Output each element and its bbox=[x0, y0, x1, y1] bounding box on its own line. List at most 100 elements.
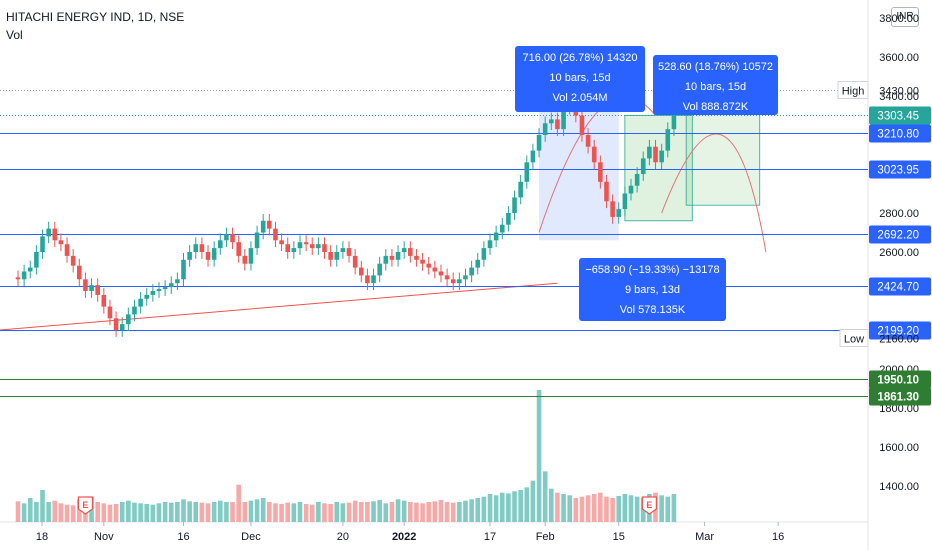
candle-body bbox=[150, 291, 156, 295]
candle-body bbox=[279, 240, 284, 245]
level-badge bbox=[869, 321, 931, 340]
volume-bar bbox=[542, 471, 548, 522]
volume-bar bbox=[561, 494, 566, 522]
candle-body bbox=[493, 232, 499, 241]
volume-bar bbox=[512, 491, 517, 522]
candle-body bbox=[236, 242, 241, 256]
candle-body bbox=[542, 123, 548, 135]
candle-body bbox=[113, 318, 119, 330]
candle-body bbox=[346, 248, 352, 256]
level-badge bbox=[869, 160, 931, 179]
volume-bar bbox=[604, 496, 609, 522]
low-tag bbox=[839, 329, 869, 347]
candle-body bbox=[438, 271, 444, 276]
volume-bar bbox=[346, 502, 352, 522]
high-tag bbox=[837, 81, 869, 99]
candle-body bbox=[371, 275, 376, 284]
candle-body bbox=[107, 306, 113, 319]
level-value: 3210.80 bbox=[877, 129, 919, 141]
candle-body bbox=[444, 275, 450, 280]
low-label: Low bbox=[844, 334, 864, 346]
candle-body bbox=[610, 201, 615, 217]
time-tick-label: 16 bbox=[177, 531, 189, 543]
measurement-line: −658.90 (−19.33%) −13178 bbox=[585, 264, 719, 276]
low-value: 2160.00 bbox=[879, 334, 919, 346]
candle-body bbox=[248, 248, 254, 264]
candle-body bbox=[659, 150, 664, 163]
last-price-value: 3303.45 bbox=[877, 111, 919, 123]
volume-bar bbox=[64, 504, 70, 522]
volume-bar bbox=[401, 500, 407, 522]
earnings-letter: E bbox=[646, 500, 652, 510]
time-axis[interactable]: 18 Nov 16 Dec 20 2022 17 Feb 15 Mar 16 E E bbox=[36, 496, 784, 543]
candle-body bbox=[89, 285, 94, 291]
high-label: High bbox=[842, 86, 865, 98]
level-value: 3023.95 bbox=[877, 165, 919, 177]
volume-bar bbox=[549, 488, 554, 522]
volume-bar bbox=[408, 502, 413, 522]
candle-body bbox=[352, 255, 358, 268]
earnings-badge bbox=[641, 496, 657, 515]
volume-bar bbox=[622, 494, 628, 522]
volume-bar bbox=[316, 502, 321, 522]
volume-bar bbox=[70, 505, 76, 522]
candle-body bbox=[579, 115, 585, 135]
candle-body bbox=[34, 252, 39, 268]
volume-bar bbox=[168, 502, 174, 522]
volume-bar bbox=[193, 502, 199, 522]
measurement-line: 9 bars, 13d bbox=[625, 284, 680, 296]
candle-body bbox=[322, 244, 327, 252]
measurement-line: Vol 578.135K bbox=[620, 304, 686, 316]
volume-bar bbox=[267, 502, 272, 522]
volume-bar bbox=[58, 503, 64, 522]
volume-bar bbox=[199, 502, 205, 522]
measurement-line: Vol 2.054M bbox=[552, 92, 607, 104]
price-axis[interactable]: 4000.003800.003600.003400.002800.002600.… bbox=[869, 0, 931, 493]
candle-body bbox=[401, 248, 407, 252]
earnings-marker: E bbox=[77, 496, 94, 515]
level-value: 2199.20 bbox=[877, 326, 919, 338]
volume-indicator-label: Vol bbox=[6, 28, 23, 42]
volume-bar bbox=[322, 503, 327, 522]
volume-bar bbox=[518, 490, 523, 522]
level-value: 2692.20 bbox=[877, 230, 919, 242]
measure-region-up-2 bbox=[685, 107, 761, 206]
level-badge bbox=[869, 225, 931, 244]
volume-bar bbox=[46, 502, 51, 522]
candle-body bbox=[524, 162, 530, 182]
candle-body bbox=[671, 115, 677, 130]
volume-bar bbox=[40, 490, 45, 522]
volume-bar bbox=[77, 499, 82, 522]
volume-bar bbox=[432, 501, 438, 522]
time-tick-label: 20 bbox=[337, 531, 349, 543]
candle-body bbox=[555, 119, 560, 130]
candle-body bbox=[408, 248, 413, 256]
volume-bar bbox=[162, 502, 168, 522]
candle-body bbox=[267, 220, 272, 229]
volume-bar bbox=[450, 502, 456, 522]
volume-bar bbox=[555, 492, 560, 522]
measurement-line: 10 bars, 15d bbox=[549, 72, 610, 84]
volume-bar bbox=[598, 492, 603, 522]
candle-body bbox=[377, 263, 382, 276]
candle-body bbox=[101, 294, 107, 307]
currency-badge[interactable]: INR bbox=[891, 7, 919, 27]
candle-body bbox=[585, 135, 591, 147]
candle-body bbox=[383, 255, 389, 264]
candle-body bbox=[217, 240, 223, 249]
candle-body bbox=[616, 209, 622, 217]
volume-bar bbox=[444, 502, 450, 522]
candles bbox=[15, 85, 677, 337]
candle-body bbox=[358, 267, 364, 276]
volume-bar bbox=[260, 498, 266, 522]
volume-bar bbox=[291, 503, 297, 522]
volume-bar bbox=[297, 502, 303, 522]
level-badge bbox=[869, 387, 931, 406]
volume-bar bbox=[279, 504, 284, 522]
measurement-boxes[interactable]: 716.00 (26.78%) 14320 10 bars, 15d Vol 2.0… bbox=[515, 46, 778, 321]
candle-body bbox=[156, 289, 162, 291]
candle-body bbox=[242, 255, 248, 264]
measurement-box bbox=[515, 46, 645, 112]
price-tick-label: 1400.00 bbox=[879, 481, 919, 493]
